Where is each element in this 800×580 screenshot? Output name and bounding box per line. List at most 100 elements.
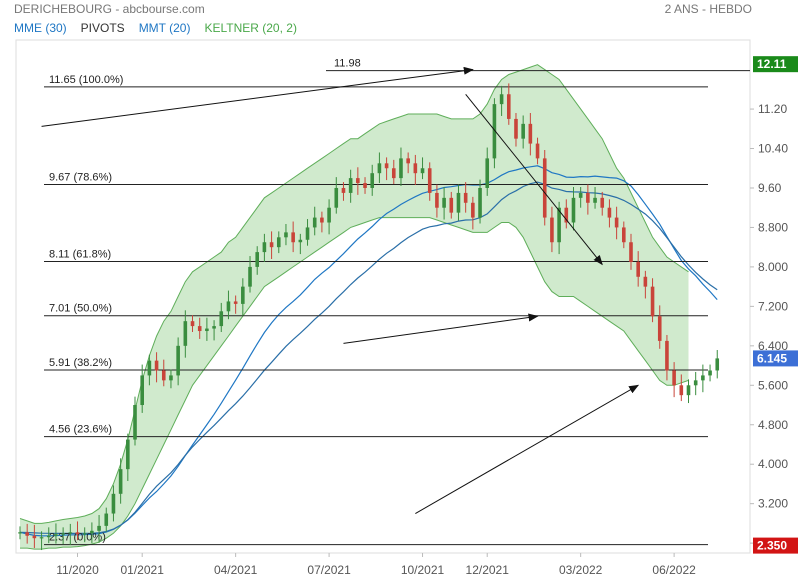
candle-body-94 — [693, 380, 698, 386]
candle-body-81 — [600, 197, 605, 208]
x-tick-label-0: 11/2020 — [56, 563, 99, 577]
candle-body-58 — [435, 192, 439, 208]
candle-body-95 — [701, 375, 705, 381]
candle-body-43 — [327, 207, 331, 223]
y-tick-label-3: 8.800 — [758, 220, 788, 234]
y-tick-label-6: 6.400 — [758, 339, 788, 353]
y-tick-label-9: 4.000 — [758, 457, 788, 471]
candle-body-52 — [391, 168, 396, 179]
price-badge-2 — [753, 537, 798, 554]
legend-pivots[interactable]: PIVOTS — [80, 21, 125, 35]
candle-body-20 — [161, 370, 166, 381]
candle-body-47 — [356, 178, 360, 184]
keltner-band — [20, 64, 689, 550]
legend-mmt[interactable]: MMT (20) — [138, 21, 191, 35]
candle-body-82 — [607, 207, 612, 218]
candle-body-4 — [46, 535, 51, 538]
candle-body-54 — [406, 158, 410, 164]
candle-body-63 — [471, 202, 475, 218]
trend-arrow-3 — [415, 384, 640, 514]
trend-arrow-0 — [41, 66, 474, 127]
candle-body-62 — [463, 192, 468, 203]
candle-body-72 — [535, 143, 540, 159]
candle-body-76 — [564, 207, 569, 223]
candle-body-78 — [578, 192, 583, 198]
candle-body-35 — [269, 242, 274, 248]
candle-body-89 — [657, 316, 662, 341]
candle-body-51 — [384, 163, 389, 169]
candle-body-64 — [478, 187, 482, 218]
candle-body-75 — [557, 207, 561, 243]
candle-body-55 — [413, 163, 418, 174]
y-tick-label-0: 11.20 — [758, 102, 787, 116]
candle-body-24 — [190, 321, 195, 327]
y-tick-label-1: 10.40 — [758, 142, 788, 156]
candle-body-7 — [68, 532, 73, 534]
candle-body-5 — [54, 534, 58, 536]
x-tick-label-3: 07/2021 — [307, 563, 351, 577]
candle-body-74 — [550, 217, 554, 243]
chart-title: DERICHEBOURG - abcbourse.com — [14, 2, 205, 16]
candle-body-14 — [118, 469, 123, 494]
candle-body-90 — [665, 340, 669, 371]
candle-body-1 — [25, 532, 29, 536]
candle-body-77 — [571, 197, 576, 223]
candle-body-33 — [255, 252, 260, 267]
candle-body-34 — [262, 242, 267, 253]
candle-body-88 — [650, 286, 655, 317]
legend-mme[interactable]: MME (30) — [14, 21, 67, 35]
candle-body-18 — [147, 360, 152, 376]
candle-body-9 — [82, 533, 87, 535]
fib-label-4: 5.91 (38.2%) — [49, 357, 112, 369]
candle-body-92 — [679, 385, 684, 396]
fib-label-1: 9.67 (78.6%) — [49, 172, 112, 184]
candle-body-80 — [593, 197, 597, 203]
keltner-lower-line — [20, 217, 689, 550]
candle-body-27 — [212, 326, 216, 329]
x-tick-label-7: 06/2022 — [652, 563, 696, 577]
chart-period: 2 ANS - HEBDO — [664, 2, 752, 16]
candle-body-45 — [341, 187, 346, 193]
candle-body-70 — [521, 123, 525, 139]
mmt-20-line — [19, 165, 718, 537]
fib-label-0: 11.65 (100.0%) — [49, 74, 123, 86]
candle-body-16 — [133, 405, 137, 440]
high-line-label: 11.98 — [334, 58, 361, 70]
candle-body-32 — [248, 266, 252, 287]
candle-body-61 — [456, 192, 461, 213]
fib-label-3: 7.01 (50.0%) — [49, 303, 112, 315]
candle-body-15 — [126, 439, 130, 470]
candle-body-44 — [334, 187, 339, 208]
y-tick-label-7: 5.600 — [758, 378, 788, 392]
candle-body-65 — [485, 158, 490, 188]
candle-body-83 — [614, 217, 619, 228]
price-badge-0 — [753, 56, 798, 73]
candle-body-85 — [629, 242, 633, 262]
candle-body-25 — [197, 326, 202, 332]
x-tick-label-4: 10/2021 — [401, 563, 445, 577]
candle-body-6 — [61, 533, 65, 535]
mme-30-line — [19, 181, 718, 534]
keltner-upper-line — [19, 64, 689, 524]
candle-body-97 — [715, 358, 720, 371]
x-tick-label-2: 04/2021 — [214, 563, 258, 577]
price-badge-1 — [753, 350, 798, 367]
indicator-legend: MME (30) PIVOTS MMT (20) KELTNER (20, 2) — [14, 21, 297, 35]
candle-body-68 — [506, 94, 511, 119]
candle-body-21 — [169, 375, 173, 381]
y-tick-label-5: 7.200 — [758, 299, 788, 313]
legend-keltner[interactable]: KELTNER (20, 2) — [204, 21, 297, 35]
price-badge-label-2: 2.350 — [757, 539, 787, 553]
candle-body-37 — [284, 232, 288, 238]
y-tick-label-10: 3.200 — [758, 497, 788, 511]
candle-body-66 — [492, 104, 497, 159]
candle-body-13 — [111, 493, 116, 514]
candle-body-69 — [514, 118, 518, 139]
y-tick-label-4: 8.000 — [758, 260, 788, 274]
candle-body-2 — [32, 535, 37, 539]
candle-body-46 — [348, 178, 353, 193]
fib-label-5: 4.56 (23.6%) — [49, 424, 112, 436]
trend-arrow-1 — [465, 93, 603, 266]
candle-body-3 — [39, 537, 44, 539]
